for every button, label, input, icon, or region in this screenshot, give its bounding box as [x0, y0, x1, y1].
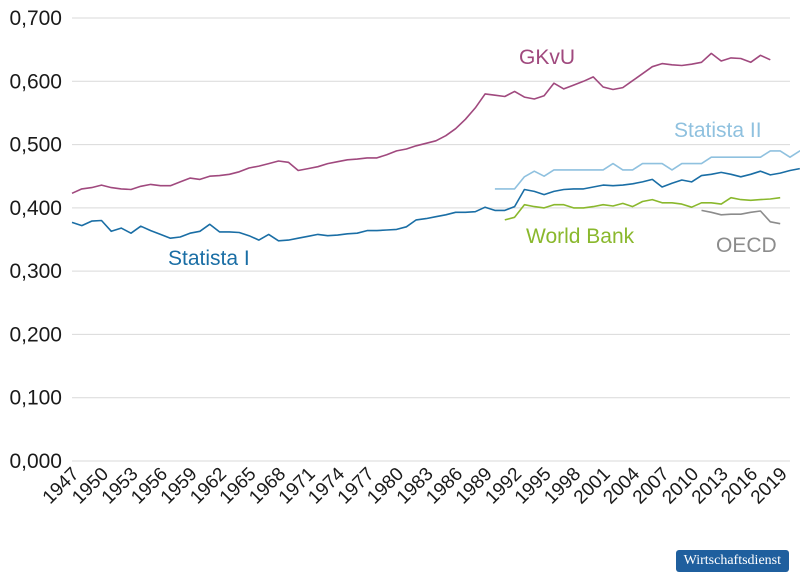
series-line-oecd [701, 209, 781, 225]
series-label-gkvu: GKvU [519, 46, 575, 69]
series-line-statista-i [71, 167, 800, 242]
series-lines [71, 52, 800, 242]
y-tick-label: 0,700 [9, 7, 62, 30]
gridlines [72, 17, 790, 462]
y-axis-ticks: 0,000 0,100 0,200 0,300 0,400 0,500 0,600 0,700 [9, 7, 62, 473]
series-line-gkvu [71, 52, 771, 195]
y-tick-label: 0,400 [9, 197, 62, 220]
series-label-world-bank: World Bank [526, 225, 635, 248]
source-badge: Wirtschaftsdienst [675, 550, 789, 572]
x-axis-ticks: 1947195019531956195919621965196819711974… [39, 463, 792, 508]
series-label-statista-i: Statista I [168, 247, 250, 270]
y-tick-label: 0,200 [9, 323, 62, 346]
y-tick-label: 0,300 [9, 260, 62, 283]
y-tick-label: 0,100 [9, 387, 62, 410]
y-tick-label: 0,500 [9, 134, 62, 157]
series-labels: GKvU Statista II Statista I World Bank OECD [168, 46, 777, 270]
series-line-statista-ii [494, 150, 800, 190]
y-tick-label: 0,600 [9, 70, 62, 93]
series-label-oecd: OECD [716, 234, 777, 257]
series-label-statista-ii: Statista II [674, 119, 762, 142]
series-line-world-bank [504, 196, 781, 221]
y-tick-label: 0,000 [9, 450, 62, 473]
